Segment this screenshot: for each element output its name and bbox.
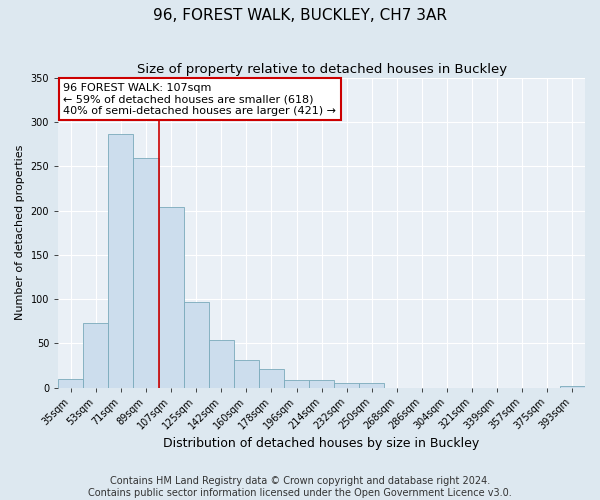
Bar [83,323,109,388]
Bar [359,383,385,388]
Title: Size of property relative to detached houses in Buckley: Size of property relative to detached ho… [137,62,506,76]
Bar [133,158,158,388]
Bar [158,207,184,388]
Bar [58,378,83,388]
Y-axis label: Number of detached properties: Number of detached properties [15,145,25,320]
Bar [184,302,209,388]
Text: Contains HM Land Registry data © Crown copyright and database right 2024.
Contai: Contains HM Land Registry data © Crown c… [88,476,512,498]
Bar [259,369,284,388]
Text: 96, FOREST WALK, BUCKLEY, CH7 3AR: 96, FOREST WALK, BUCKLEY, CH7 3AR [153,8,447,22]
Text: 96 FOREST WALK: 107sqm
← 59% of detached houses are smaller (618)
40% of semi-de: 96 FOREST WALK: 107sqm ← 59% of detached… [64,82,337,116]
Bar [309,380,334,388]
Bar [284,380,309,388]
X-axis label: Distribution of detached houses by size in Buckley: Distribution of detached houses by size … [163,437,480,450]
Bar [334,383,359,388]
Bar [109,134,133,388]
Bar [209,340,234,388]
Bar [234,360,259,388]
Bar [560,386,585,388]
